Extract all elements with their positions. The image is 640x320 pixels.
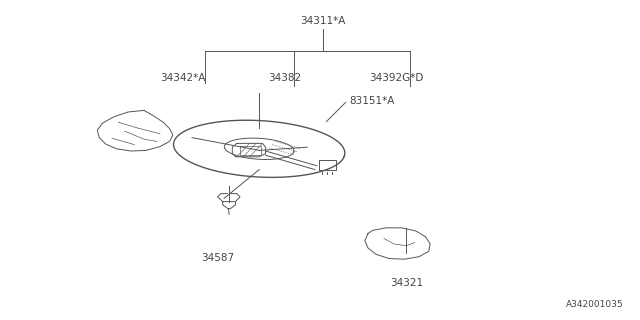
Text: 34587: 34587: [201, 252, 234, 263]
Text: 83151*A: 83151*A: [349, 96, 394, 106]
Text: 34311*A: 34311*A: [301, 16, 346, 26]
Text: A342001035: A342001035: [566, 300, 624, 309]
Text: 34392G*D: 34392G*D: [370, 73, 424, 84]
Text: 34321: 34321: [390, 278, 423, 288]
Text: 34382: 34382: [268, 73, 301, 84]
Text: 34342*A: 34342*A: [160, 73, 205, 84]
